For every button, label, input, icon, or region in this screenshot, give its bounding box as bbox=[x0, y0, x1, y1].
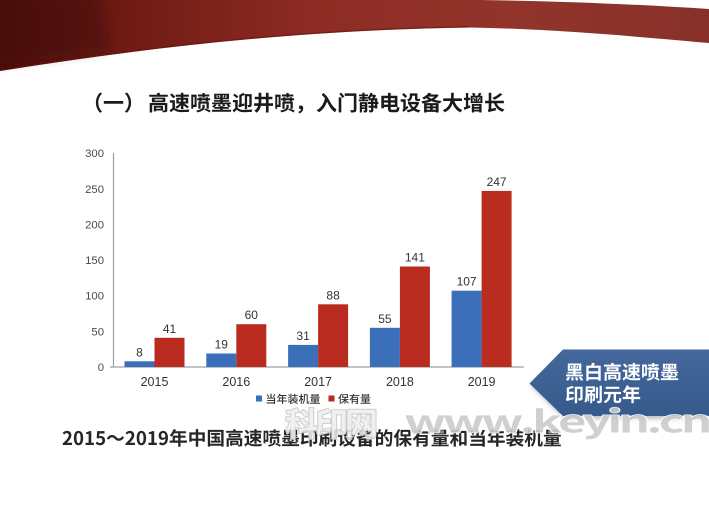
svg-text:19: 19 bbox=[215, 338, 229, 352]
svg-text:300: 300 bbox=[85, 148, 104, 160]
svg-text:107: 107 bbox=[457, 275, 477, 289]
svg-text:60: 60 bbox=[245, 308, 259, 322]
svg-text:247: 247 bbox=[487, 175, 507, 189]
svg-text:141: 141 bbox=[405, 251, 425, 265]
svg-text:150: 150 bbox=[85, 255, 104, 267]
svg-text:100: 100 bbox=[85, 291, 104, 303]
svg-text:200: 200 bbox=[85, 219, 104, 231]
svg-text:55: 55 bbox=[378, 312, 392, 326]
svg-text:2019: 2019 bbox=[468, 375, 496, 389]
svg-text:50: 50 bbox=[91, 326, 104, 338]
svg-text:8: 8 bbox=[136, 345, 143, 359]
svg-text:88: 88 bbox=[326, 288, 340, 302]
svg-text:31: 31 bbox=[296, 329, 310, 343]
svg-text:250: 250 bbox=[85, 184, 104, 196]
svg-text:2015: 2015 bbox=[141, 375, 169, 389]
svg-text:0: 0 bbox=[98, 362, 104, 374]
svg-text:2016: 2016 bbox=[222, 375, 250, 389]
svg-text:41: 41 bbox=[163, 322, 177, 336]
svg-text:2017: 2017 bbox=[304, 375, 332, 389]
svg-text:2018: 2018 bbox=[386, 375, 414, 389]
